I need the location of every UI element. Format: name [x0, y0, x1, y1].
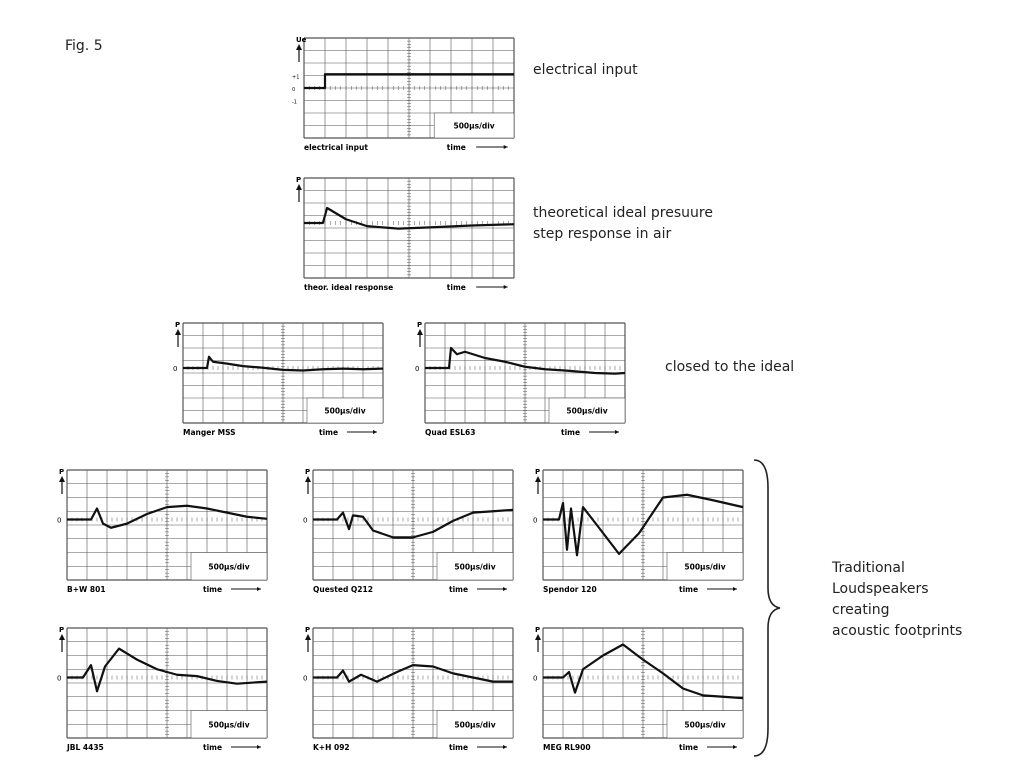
zero-label: 0 — [57, 675, 61, 683]
time-axis-label: time — [679, 585, 698, 594]
scope-kh-092: P 0 500µs/div K+H 092 time — [303, 626, 514, 752]
zero-label: 0 — [415, 365, 419, 373]
response-curve — [313, 664, 513, 683]
y-tick-label: -1 — [292, 100, 297, 106]
time-axis-label: time — [203, 585, 222, 594]
panel-caption: theor. ideal response — [304, 283, 393, 292]
grouping-brace — [753, 459, 781, 757]
time-axis-label: time — [319, 428, 338, 437]
panel-caption: Quested Q212 — [313, 585, 373, 594]
panel-spendor-120: P 0 500µs/div Spendor 120 time — [523, 462, 763, 616]
panel-caption: K+H 092 — [313, 743, 350, 752]
panel-caption: electrical input — [304, 143, 368, 152]
time-axis-label: time — [561, 428, 580, 437]
y-axis-label: P — [305, 468, 310, 476]
y-axis-label: P — [59, 468, 64, 476]
time-axis-label: time — [203, 743, 222, 752]
y-axis-label: P — [175, 321, 180, 329]
panel-kh-092: P 0 500µs/div K+H 092 time — [293, 620, 533, 774]
time-axis-label: time — [447, 143, 466, 152]
panel-caption: Manger MSS — [183, 428, 236, 437]
response-curve — [543, 643, 744, 700]
scope-manger-mss: P 0 500µs/div Manger MSS time — [173, 321, 384, 437]
zero-label: 0 — [303, 675, 307, 683]
scale-label: 500µs/div — [684, 720, 725, 729]
scale-label: 500µs/div — [324, 407, 365, 416]
response-curve — [67, 647, 268, 693]
time-axis-label: time — [449, 585, 468, 594]
y-axis-label: P — [535, 468, 540, 476]
scale-label: 500µs/div — [208, 720, 249, 729]
panel-manger-mss: P 0 500µs/div Manger MSS time — [163, 315, 403, 459]
zero-label: 0 — [173, 365, 177, 373]
scope-meg-rl900: P 0 500µs/div MEG RL900 time — [533, 626, 744, 752]
panel-caption: Quad ESL63 — [425, 428, 476, 437]
zero-label: 0 — [533, 675, 537, 683]
scale-label: 500µs/div — [454, 720, 495, 729]
zero-label: 0 — [57, 517, 61, 525]
panel-quested-q212: P 0 500µs/div Quested Q212 time — [293, 462, 533, 616]
panel-electrical-input: Ue +1 0 -1 500µs/div electrical input time — [282, 30, 532, 174]
scale-label: 500µs/div — [208, 562, 249, 571]
response-curve — [425, 346, 626, 375]
y-axis-label: Ue — [296, 36, 307, 44]
zero-label: 0 — [533, 517, 537, 525]
panel-meg-rl900: P 0 500µs/div MEG RL900 time — [523, 620, 763, 774]
label-traditional-3: creating — [832, 602, 890, 618]
label-traditional-1: Traditional — [832, 560, 905, 576]
y-tick-label: 0 — [292, 87, 295, 93]
panel-caption: MEG RL900 — [543, 743, 591, 752]
response-curve — [67, 504, 268, 529]
label-ideal-line2: step response in air — [533, 226, 672, 242]
y-axis-label: P — [305, 626, 310, 634]
y-tick-label: +1 — [292, 75, 299, 81]
response-curve — [313, 508, 514, 539]
panel-caption: B+W 801 — [67, 585, 106, 594]
scope-quad-esl63: P 0 500µs/div Quad ESL63 time — [415, 321, 626, 437]
y-axis-label: P — [535, 626, 540, 634]
response-curve — [304, 206, 515, 230]
scale-label: 500µs/div — [453, 122, 494, 131]
zero-label: 0 — [303, 517, 307, 525]
scope-electrical-input: Ue +1 0 -1 500µs/div electrical input time — [292, 36, 515, 152]
response-curve — [304, 73, 514, 90]
scope-jbl-4435: P 0 500µs/div JBL 4435 time — [57, 626, 268, 752]
response-curve — [183, 355, 384, 372]
panel-caption: Spendor 120 — [543, 585, 597, 594]
panel-jbl-4435: P 0 500µs/div JBL 4435 time — [47, 620, 287, 774]
time-axis-label: time — [449, 743, 468, 752]
figure-label: Fig. 5 — [65, 38, 103, 54]
time-axis-label: time — [447, 283, 466, 292]
panel-caption: JBL 4435 — [66, 743, 104, 752]
y-axis-label: P — [417, 321, 422, 329]
scale-label: 500µs/div — [566, 407, 607, 416]
panel-bw-801: P 0 500µs/div B+W 801 time — [47, 462, 287, 616]
label-ideal-line1: theoretical ideal presuure — [533, 205, 713, 221]
scope-quested-q212: P 0 500µs/div Quested Q212 time — [303, 468, 514, 594]
response-curve — [543, 493, 744, 557]
label-traditional-2: Loudspeakers — [832, 581, 929, 597]
time-axis-label: time — [679, 743, 698, 752]
label-closed-to-ideal: closed to the ideal — [665, 359, 795, 375]
y-axis-label: P — [59, 626, 64, 634]
label-traditional-4: acoustic footprints — [832, 623, 963, 639]
scale-label: 500µs/div — [684, 562, 725, 571]
scale-label: 500µs/div — [454, 562, 495, 571]
label-electrical-input: electrical input — [533, 62, 638, 78]
scope-bw-801: P 0 500µs/div B+W 801 time — [57, 468, 268, 594]
panel-quad-esl63: P 0 500µs/div Quad ESL63 time — [405, 315, 645, 459]
y-axis-label: P — [296, 176, 301, 184]
scope-spendor-120: P 0 500µs/div Spendor 120 time — [533, 468, 744, 594]
